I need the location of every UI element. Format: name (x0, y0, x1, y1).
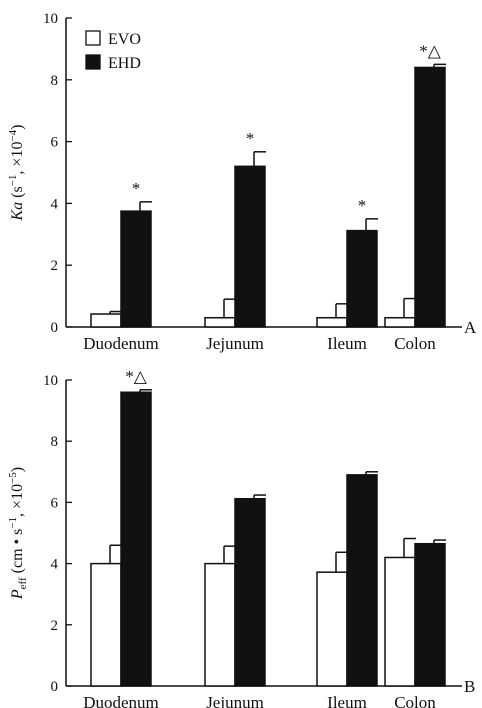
y-tick-label: 0 (51, 679, 59, 695)
significance-marker: *△ (125, 367, 148, 386)
y-axis-label-part: −1 (7, 175, 19, 187)
bar-evo-jejunum (204, 562, 236, 687)
y-tick-label: 6 (51, 495, 59, 511)
bar-ehd-duodenum (120, 391, 152, 687)
y-tick-label: 8 (51, 73, 59, 89)
y-tick-label: 4 (51, 557, 59, 573)
panel-a: 0 2 4 6 8 10 Ka (s−1, ×10−4) * * * *△ Duodenum Jejun… (7, 11, 477, 353)
legend-label: EVO (108, 31, 141, 48)
y-axis-label-part: (cm • s (9, 529, 26, 578)
bar-evo-ileum (316, 571, 348, 687)
bar-evo-colon (384, 556, 416, 687)
y-tick-label: 6 (51, 135, 59, 151)
y-axis-label-part: −5 (7, 472, 19, 484)
y-tick-label: 10 (43, 373, 58, 389)
bar-ehd-colon (414, 66, 446, 328)
bar-ehd-jejunum (234, 165, 266, 328)
category-label: Colon (394, 693, 436, 708)
legend: EVO EHD (85, 30, 141, 72)
category-label: Ileum (327, 693, 367, 708)
bar-evo-duodenum (90, 562, 122, 687)
panel-b: 0 2 4 6 8 10 Peff (cm • s−1, ×10−5) *△ Duodenum J… (7, 367, 475, 708)
y-axis-label-part: ) (9, 467, 26, 472)
y-axis-label-part: (s (9, 186, 26, 202)
bar-evo-ileum (316, 316, 348, 328)
category-label: Ileum (327, 334, 367, 353)
bar-ehd-jejunum (234, 497, 266, 687)
bar-evo-colon (384, 316, 416, 328)
y-tick-label: 2 (51, 258, 59, 274)
legend-swatch (85, 30, 101, 46)
y-axis-label-part: , ×10 (9, 484, 26, 517)
y-axis-label-part: Ka (9, 202, 26, 222)
category-label: Jejunum (206, 334, 264, 353)
y-axis-label-part: eff (17, 577, 29, 589)
bar-evo-duodenum (90, 313, 122, 328)
y-axis-label: Ka (s−1, ×10−4) (7, 124, 26, 221)
bar-evo-jejunum (204, 316, 236, 328)
bar-ehd-ileum (346, 229, 378, 328)
y-tick-label: 4 (51, 196, 59, 212)
y-axis-label-part: −4 (7, 129, 19, 141)
bar-ehd-colon (414, 542, 446, 687)
significance-marker: * (132, 179, 141, 198)
panel-letter: A (464, 318, 477, 337)
y-axis-label-part: P (9, 589, 26, 600)
y-tick-label: 2 (51, 618, 59, 634)
y-axis-label: Peff (cm • s−1, ×10−5) (7, 467, 29, 600)
category-label: Colon (394, 334, 436, 353)
y-tick-label: 0 (51, 320, 59, 336)
y-axis-label-part: ) (9, 124, 26, 129)
y-tick-label: 10 (43, 11, 58, 27)
bar-ehd-ileum (346, 474, 378, 687)
y-axis-label-part: −1 (7, 517, 19, 529)
legend-label: EHD (108, 55, 141, 72)
panel-letter: B (464, 677, 475, 696)
significance-marker: * (358, 196, 367, 215)
legend-swatch (85, 54, 101, 70)
significance-marker: *△ (419, 41, 442, 60)
significance-marker: * (246, 129, 255, 148)
category-label: Jejunum (206, 693, 264, 708)
category-label: Duodenum (83, 693, 159, 708)
y-axis-label-part: , ×10 (9, 142, 26, 175)
category-label: Duodenum (83, 334, 159, 353)
y-tick-label: 8 (51, 434, 59, 450)
bar-ehd-duodenum (120, 210, 152, 328)
